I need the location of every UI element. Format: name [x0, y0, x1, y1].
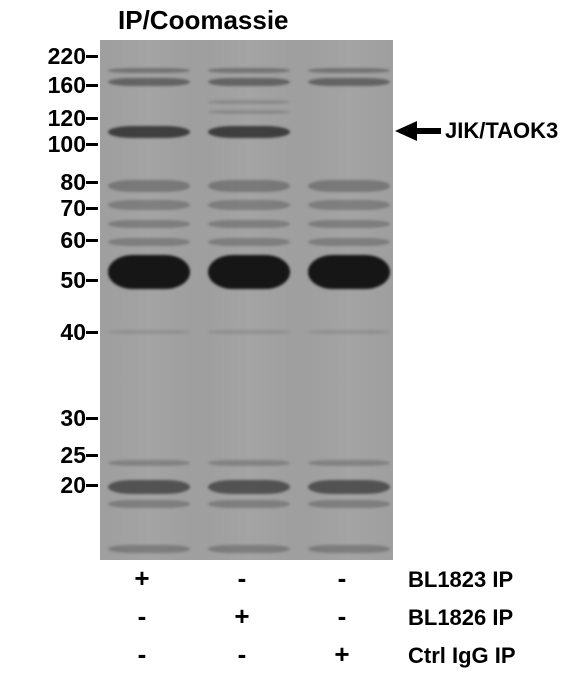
mw-tick [86, 239, 98, 242]
gel-band [308, 220, 390, 228]
mw-tick [86, 484, 98, 487]
gel-band [308, 480, 390, 494]
annotation-row-label: Ctrl IgG IP [408, 643, 516, 669]
gel-band [108, 255, 190, 289]
gel-band [308, 180, 390, 192]
lane-symbol: - [230, 639, 254, 670]
figure-container: IP/Coomassie JIK/TAOK3 220160 120100 8070 6… [0, 0, 580, 694]
gel-band [208, 238, 290, 246]
gel-band [208, 126, 290, 138]
gel-band [208, 330, 290, 334]
mw-tick [86, 279, 98, 282]
mw-tick [86, 143, 98, 146]
gel-band [308, 500, 390, 508]
mw-tick [86, 181, 98, 184]
gel-band [308, 545, 390, 553]
lane-symbol: - [330, 601, 354, 632]
arrow-head-icon [395, 121, 417, 141]
gel-band [108, 220, 190, 228]
gel-band [108, 480, 190, 494]
mw-marker-label: 100 [26, 131, 86, 158]
lane-symbol: + [330, 639, 354, 670]
gel-band [308, 255, 390, 289]
gel-band [208, 100, 290, 104]
gel-band [308, 68, 390, 73]
lane-symbol: + [230, 601, 254, 632]
gel-band [208, 545, 290, 553]
gel-band [308, 330, 390, 334]
gel-image [100, 40, 393, 560]
gel-band [208, 180, 290, 192]
gel-band [208, 255, 290, 289]
mw-marker-label: 20 [26, 472, 86, 499]
lane-symbol: - [130, 601, 154, 632]
gel-band [108, 68, 190, 73]
gel-band [108, 126, 190, 138]
lane-symbol: - [130, 639, 154, 670]
arrow-shaft [417, 128, 441, 134]
gel-band [308, 200, 390, 210]
gel-band [208, 220, 290, 228]
annotation-row-label: BL1826 IP [408, 605, 513, 631]
band-arrow: JIK/TAOK3 [395, 118, 558, 144]
mw-tick [86, 117, 98, 120]
gel-band [208, 68, 290, 73]
mw-marker-label: 30 [26, 405, 86, 432]
mw-marker-label: 220 [26, 43, 86, 70]
gel-band [308, 460, 390, 466]
figure-title: IP/Coomassie [118, 5, 289, 36]
mw-tick [86, 207, 98, 210]
gel-band [108, 180, 190, 192]
gel-band [108, 460, 190, 466]
mw-marker-label: 60 [26, 227, 86, 254]
gel-band [208, 480, 290, 494]
gel-band [208, 110, 290, 114]
mw-marker-label: 70 [26, 195, 86, 222]
arrow-label: JIK/TAOK3 [445, 118, 558, 144]
gel-band [308, 238, 390, 246]
lane-symbol: - [230, 563, 254, 594]
gel-band [208, 78, 290, 86]
mw-marker-label: 50 [26, 267, 86, 294]
mw-tick [86, 55, 98, 58]
gel-band [108, 545, 190, 553]
mw-marker-label: 25 [26, 442, 86, 469]
annotation-row-label: BL1823 IP [408, 567, 513, 593]
gel-band [108, 500, 190, 508]
mw-tick [86, 84, 98, 87]
mw-marker-label: 40 [26, 319, 86, 346]
mw-tick [86, 454, 98, 457]
gel-band [208, 500, 290, 508]
mw-marker-label: 160 [26, 72, 86, 99]
lane-symbol: + [130, 563, 154, 594]
gel-band [108, 238, 190, 246]
mw-marker-label: 80 [26, 169, 86, 196]
gel-band [108, 330, 190, 334]
mw-tick [86, 417, 98, 420]
mw-marker-label: 120 [26, 105, 86, 132]
gel-band [108, 200, 190, 210]
mw-tick [86, 331, 98, 334]
gel-band [208, 460, 290, 466]
gel-band [208, 200, 290, 210]
gel-band [108, 78, 190, 86]
gel-band [308, 78, 390, 86]
lane-symbol: - [330, 563, 354, 594]
